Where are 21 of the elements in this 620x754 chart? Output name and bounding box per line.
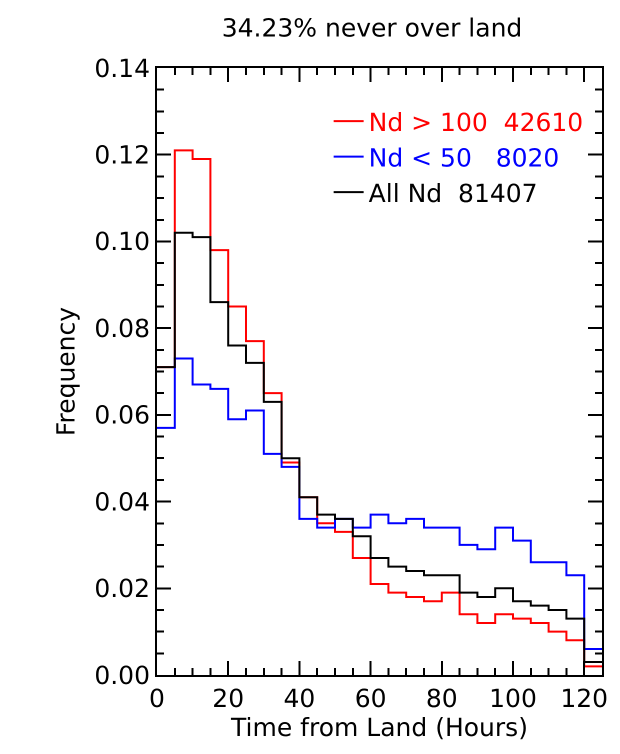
legend-label: All Nd 81407	[368, 178, 538, 208]
legend-label: Nd > 100 42610	[368, 108, 584, 137]
x-axis-title: Time from Land (Hours)	[230, 713, 528, 742]
x-tick-label: 0	[149, 684, 165, 713]
x-tick-label: 40	[283, 684, 316, 713]
y-tick-label: 0.12	[94, 140, 150, 170]
x-tick-label: 60	[354, 684, 387, 713]
y-tick-label: 0.10	[94, 227, 150, 256]
legend-label: Nd < 50 8020	[368, 143, 560, 172]
y-tick-label: 0.04	[94, 487, 150, 516]
y-tick-label: 0.08	[94, 314, 150, 343]
x-tick-label: 120	[560, 684, 608, 713]
chart-title: 34.23% never over land	[222, 13, 522, 42]
y-tick-label: 0.02	[94, 574, 150, 604]
y-tick-label: 0.06	[94, 400, 150, 430]
y-tick-label: 0.00	[94, 660, 150, 690]
x-tick-label: 80	[426, 684, 458, 713]
y-axis-title: Frequency	[52, 306, 81, 436]
x-tick-label: 100	[489, 684, 537, 713]
y-tick-label: 0.14	[94, 54, 150, 83]
x-tick-label: 20	[212, 684, 244, 713]
